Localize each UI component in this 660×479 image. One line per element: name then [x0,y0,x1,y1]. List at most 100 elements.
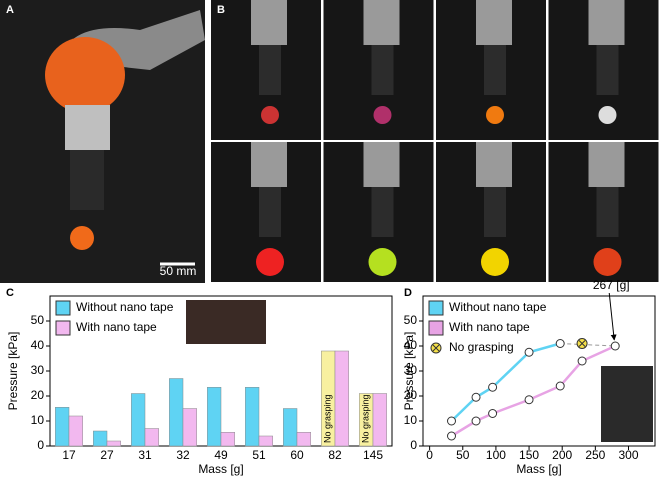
x-axis-label: Mass [g] [198,462,243,476]
point [555,339,565,348]
bar [182,408,197,447]
inset-photo [601,366,653,442]
dashed-link [560,343,616,347]
x-tick-label: 49 [214,448,228,462]
point [524,347,534,357]
no-grasp-point-cross [578,340,586,347]
x-tick-label: 150 [519,448,539,462]
bar [283,408,298,447]
x-tick-label: 0 [426,448,433,462]
bar [93,430,108,447]
y-tick-label: 40 [31,338,45,352]
x-tick-label: 60 [290,448,304,462]
annotation-arrow [608,292,617,341]
y-tick-label: 40 [404,338,418,352]
point [610,341,620,351]
bar [144,428,159,447]
legend-label: With nano tape [449,320,530,334]
bar [207,387,222,447]
photo-grid-b [211,0,659,282]
object [368,248,397,276]
scale-bar-label: 50 mm [160,264,197,278]
bar [220,432,235,447]
y-tick-label: 30 [404,363,418,377]
robot [588,142,625,187]
point [447,416,457,426]
legend-swatch [55,300,71,316]
x-tick-label: 200 [552,448,572,462]
object [486,106,504,124]
robot [251,0,287,45]
legend-label: No grasping [449,340,514,354]
x-tick-label: 100 [486,448,506,462]
y-tick-label: 0 [410,438,417,452]
robot [588,0,625,45]
no-grasp-label: No grasping [323,394,333,443]
robot [371,187,394,237]
robot [476,142,512,187]
robot [363,0,400,45]
y-tick-label: 10 [404,413,418,427]
point [524,395,534,405]
x-axis-label: Mass [g] [516,462,561,476]
no-grasp-label: No grasping [361,394,371,443]
bar [245,387,260,447]
legend-swatch [428,320,444,336]
bar [296,432,311,447]
robot [596,187,619,237]
point [471,416,481,426]
x-tick-label: 82 [328,448,342,462]
robot [484,187,506,237]
point [447,431,457,441]
photo-a [0,0,205,283]
x-tick-label: 32 [176,448,190,462]
legend-swatch [428,300,444,316]
bar [372,393,387,447]
robot [371,45,394,95]
point [555,381,565,391]
bar [131,393,146,447]
bar [334,350,349,447]
x-tick-label: 50 [456,448,470,462]
bar [258,435,273,447]
legend-label: Without nano tape [76,300,174,314]
point [577,356,587,366]
y-tick-label: 10 [31,413,45,427]
y-tick-label: 30 [31,363,45,377]
x-tick-label: 300 [618,448,638,462]
object [261,106,279,124]
bar [68,415,83,447]
point [488,409,498,418]
legend-swatch [55,320,71,336]
bar [106,440,121,447]
robot [259,45,281,95]
object [598,106,617,124]
annotation: 267 [g] [593,278,630,292]
robot [251,142,287,187]
x-tick-label: 51 [252,448,266,462]
y-axis-label: Pressure [kPa] [6,332,20,411]
x-tick-label: 31 [138,448,152,462]
bar [169,378,184,447]
y-tick-label: 20 [31,388,45,402]
object [593,248,622,276]
robot [363,142,400,187]
point [488,382,498,392]
legend-label: Without nano tape [449,300,547,314]
object [373,106,392,124]
point [471,392,481,402]
panel-label: A [6,4,14,16]
robot [476,0,512,45]
y-tick-label: 50 [31,313,45,327]
bar [55,407,70,447]
legend-swatch-cross [432,344,440,352]
x-tick-label: 17 [62,448,76,462]
y-tick-label: 50 [404,313,418,327]
x-tick-label: 250 [585,448,605,462]
x-tick-label: 27 [100,448,114,462]
panel-label: C [6,287,14,299]
y-axis-label: Pressure [kPa] [402,332,416,411]
robot [259,187,281,237]
